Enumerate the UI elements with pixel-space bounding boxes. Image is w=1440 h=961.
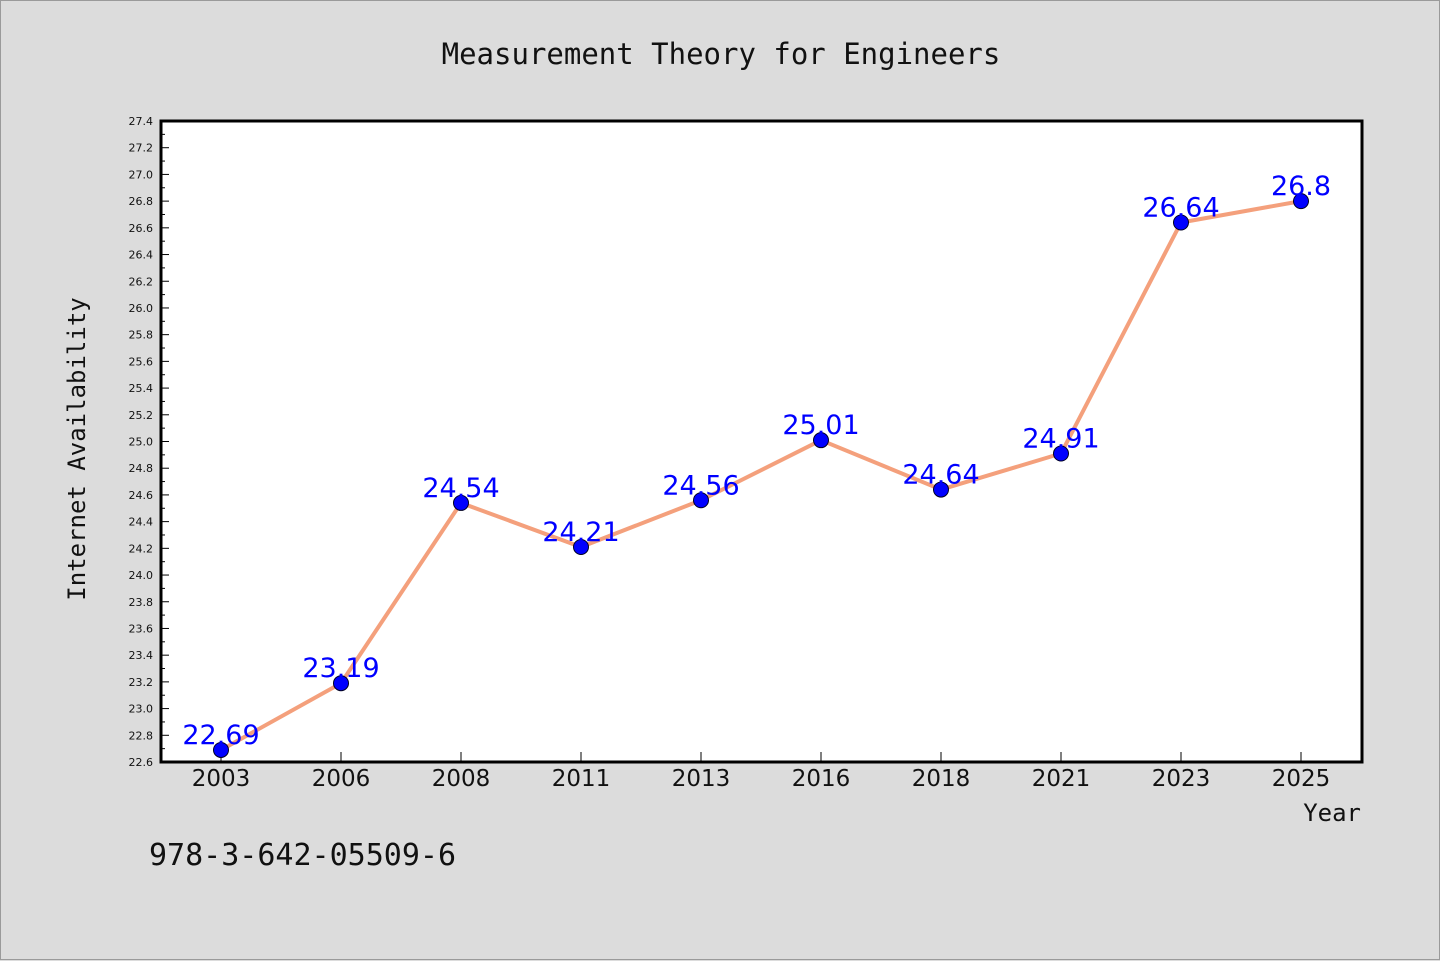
y-tick-label: 24.0 <box>129 569 154 582</box>
data-label: 24.91 <box>1022 424 1099 455</box>
data-label: 22.69 <box>182 720 259 751</box>
isbn-text: 978-3-642-05509-6 <box>149 838 456 873</box>
x-axis-ticks: 2003 2006 2008 2011 2013 2016 2018 2021 2023 2025 <box>192 752 1331 792</box>
y-axis-label: Internet Availability <box>63 297 91 600</box>
data-point <box>213 741 229 758</box>
y-tick-label: 25.4 <box>129 382 154 395</box>
y-tick-label: 23.6 <box>129 622 154 635</box>
data-label: 24.64 <box>902 460 979 491</box>
y-tick-label: 23.4 <box>129 649 154 662</box>
data-point <box>1173 214 1189 231</box>
y-tick-label: 25.2 <box>129 409 154 422</box>
y-tick-label: 22.8 <box>129 729 154 742</box>
data-label: 24.21 <box>542 517 619 548</box>
x-tick-label: 2008 <box>432 766 491 792</box>
data-label: 25.01 <box>782 410 859 441</box>
x-tick-label: 2021 <box>1032 766 1091 792</box>
data-label: 26.64 <box>1142 192 1219 223</box>
data-label: 26.8 <box>1271 171 1331 202</box>
y-tick-label: 26.2 <box>129 275 154 288</box>
data-point <box>933 481 949 498</box>
x-tick-label: 2013 <box>672 766 731 792</box>
series-group: 22.69 23.19 24.54 24.21 24.56 25.01 24.64 24.91… <box>182 171 1331 758</box>
y-tick-label: 25.0 <box>129 436 154 449</box>
y-tick-label: 26.6 <box>129 222 154 235</box>
data-point <box>813 432 829 449</box>
chart-title: Measurement Theory for Engineers <box>442 37 1001 71</box>
data-point <box>1053 445 1069 462</box>
data-label: 24.54 <box>422 473 499 504</box>
y-axis-ticks: 22.6 22.8 23.0 23.2 23.4 23.6 23.8 24.0 24.2 24.4… <box>129 115 169 769</box>
y-tick-label: 24.8 <box>129 462 154 475</box>
x-axis-label: Year <box>1303 799 1361 827</box>
y-tick-label: 23.0 <box>129 703 154 716</box>
x-tick-label: 2018 <box>912 766 971 792</box>
y-tick-label: 22.6 <box>129 756 154 769</box>
data-point <box>693 492 709 509</box>
data-label: 24.56 <box>662 470 739 501</box>
y-tick-label: 27.4 <box>129 115 154 128</box>
data-point <box>573 538 589 555</box>
data-label: 23.19 <box>302 653 379 684</box>
data-point <box>1293 193 1309 210</box>
y-tick-label: 25.8 <box>129 329 154 342</box>
y-tick-label: 24.6 <box>129 489 154 502</box>
y-tick-label: 27.2 <box>129 142 154 155</box>
y-tick-label: 23.8 <box>129 596 154 609</box>
y-tick-label: 23.2 <box>129 676 154 689</box>
series-line <box>220 199 1302 752</box>
y-tick-label: 24.2 <box>129 542 154 555</box>
x-tick-label: 2003 <box>192 766 251 792</box>
data-point <box>333 675 349 692</box>
y-tick-label: 26.4 <box>129 249 154 262</box>
y-tick-label: 25.6 <box>129 355 154 368</box>
x-tick-label: 2023 <box>1152 766 1211 792</box>
data-point <box>453 494 469 511</box>
y-tick-label: 26.0 <box>129 302 154 315</box>
x-tick-label: 2016 <box>792 766 851 792</box>
y-tick-label: 26.8 <box>129 195 154 208</box>
y-tick-label: 27.0 <box>129 168 154 181</box>
x-tick-label: 2011 <box>552 766 611 792</box>
y-tick-label: 24.4 <box>129 516 154 529</box>
x-tick-label: 2025 <box>1272 766 1331 792</box>
x-tick-label: 2006 <box>312 766 371 792</box>
